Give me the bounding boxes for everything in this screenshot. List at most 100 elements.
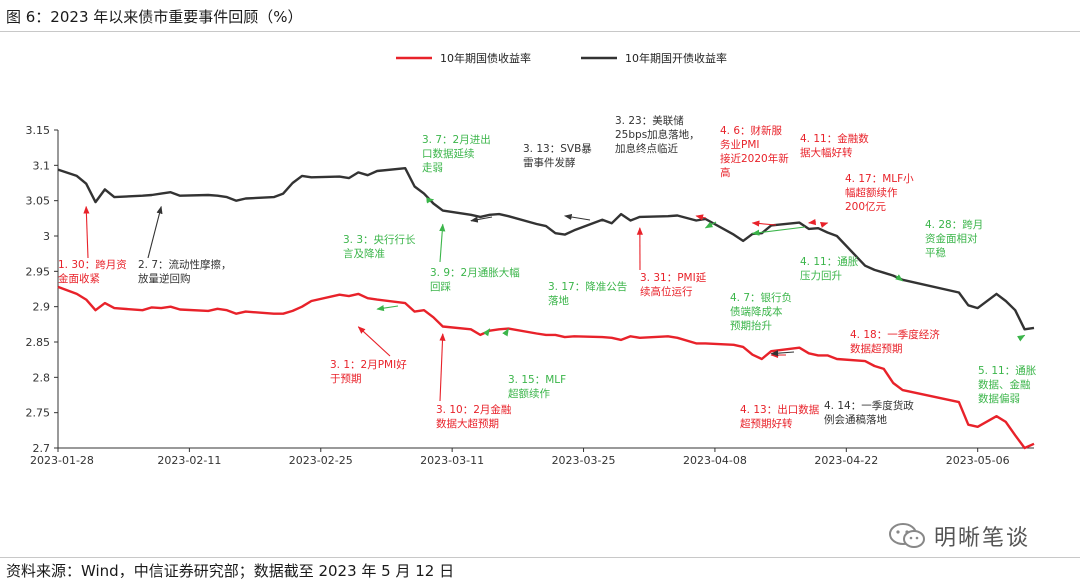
y-tick-label: 3.05 xyxy=(26,195,51,208)
series-line-cdb-10y xyxy=(57,167,1035,331)
x-tick-label: 2023-04-08 xyxy=(683,454,747,467)
annotation-text: 资金面相对 xyxy=(925,232,978,245)
y-tick-label: 2.8 xyxy=(33,371,51,384)
y-tick-label: 3.15 xyxy=(26,124,51,137)
legend-label: 10年期国债收益率 xyxy=(440,51,531,65)
annotation-text: 雷事件发酵 xyxy=(523,156,576,169)
watermark: 明晰笔谈 xyxy=(888,520,1030,552)
y-tick-label: 2.85 xyxy=(26,336,51,349)
annotation-arrow xyxy=(704,221,717,229)
annotation-text: 例会通稿落地 xyxy=(824,413,887,426)
annotation-text: 3. 31：PMI延 xyxy=(640,272,707,284)
wechat-icon xyxy=(889,523,925,548)
annotation-arrow xyxy=(695,214,707,221)
annotation-text: 4. 18：一季度经济 xyxy=(850,328,940,341)
annotation-text: 4. 28：跨月 xyxy=(925,219,983,231)
annotation-text: 数据偏弱 xyxy=(978,392,1020,405)
annotation-text: 金面收紧 xyxy=(58,272,100,285)
annotation-text: 超预期好转 xyxy=(740,417,793,430)
y-tick-label: 2.9 xyxy=(33,301,51,314)
annotation-arrow xyxy=(895,274,904,282)
annotation-text: 平稳 xyxy=(925,246,946,259)
series-layer xyxy=(57,167,1035,450)
annotation-text: 3. 15：MLF xyxy=(508,374,566,386)
annotation-text: 于预期 xyxy=(330,373,362,385)
series-line-treasury-10y xyxy=(57,285,1035,450)
annotation-text: 4. 14：一季度货政 xyxy=(824,399,914,412)
annotation-text: 数据大超预期 xyxy=(436,417,499,430)
annotation-text: 续高位运行 xyxy=(640,285,693,298)
annotation-arrow xyxy=(147,205,163,259)
annotation-text: 25bps加息落地， xyxy=(615,128,700,141)
annotation-text: 务业PMI xyxy=(720,138,760,151)
annotation-arrow xyxy=(357,326,391,357)
annotation-text: 4. 7：银行负 xyxy=(730,291,792,304)
annotation-text: 3. 10：2月金融 xyxy=(436,403,512,416)
annotation-text: 2. 7：流动性摩擦， xyxy=(138,258,232,271)
footer-divider xyxy=(0,557,1080,558)
annotation-text: 4. 11：通胀 xyxy=(800,256,859,268)
x-tick-label: 2023-04-22 xyxy=(814,454,878,467)
annotation-text: 压力回升 xyxy=(800,269,842,282)
watermark-text: 明晰笔谈 xyxy=(934,526,1031,551)
x-tick-label: 2023-03-25 xyxy=(552,454,616,467)
y-tick-label: 3.1 xyxy=(33,159,51,172)
annotation-arrow xyxy=(439,223,446,263)
annotation-arrow xyxy=(1017,334,1026,342)
annotation-text: 3. 1：2月PMI好 xyxy=(330,359,407,371)
annotation-text: 3. 3：央行行长 xyxy=(343,233,416,246)
annotation-text: 超额续作 xyxy=(508,387,550,400)
annotation-text: 幅超额续作 xyxy=(845,186,898,199)
x-tick-label: 2023-01-28 xyxy=(30,454,94,467)
annotation-arrow xyxy=(770,350,795,357)
y-tick-label: 3 xyxy=(43,230,50,243)
annotation-arrow xyxy=(83,205,90,259)
annotation-arrow xyxy=(820,221,829,228)
annotation-text: 数据超预期 xyxy=(850,342,903,355)
annotation-text: 走弱 xyxy=(422,162,443,174)
annotation-text: 口数据延续 xyxy=(422,147,475,160)
y-axis: 2.7 2.75 2.8 2.85 2.9 2.95 3 3.05 3.1 3.15 xyxy=(26,124,59,455)
annotation-1: 2. 7：流动性摩擦，放量逆回购 xyxy=(138,205,232,285)
annotation-text: 回踩 xyxy=(430,281,451,293)
annotation-arrow xyxy=(502,328,509,337)
source-note: 资料来源：Wind，中信证券研究部；数据截至 2023 年 5 月 12 日 xyxy=(6,562,455,580)
annotation-arrow xyxy=(483,328,491,337)
annotation-text: 4. 13：出口数据 xyxy=(740,403,820,416)
legend: 10年期国债收益率 10年期国开债收益率 xyxy=(396,51,727,65)
annotation-text: 据大幅好转 xyxy=(800,146,853,159)
annotation-arrow xyxy=(439,333,446,402)
x-tick-label: 2023-02-11 xyxy=(157,454,221,467)
figure-title: 图 6：2023 年以来债市重要事件回顾（%） xyxy=(6,8,303,26)
annotation-arrow xyxy=(751,226,806,236)
annotation-text: 言及降准 xyxy=(343,247,385,260)
annotation-text: 3. 13：SVB暴 xyxy=(523,143,592,155)
annotation-text: 3. 7：2月进出 xyxy=(422,133,491,146)
annotation-text: 1. 30：跨月资 xyxy=(58,259,127,271)
title-divider xyxy=(0,31,1080,32)
annotation-text: 5. 11：通胀 xyxy=(978,365,1037,377)
annotation-text: 4. 11：金融数 xyxy=(800,132,869,145)
annotation-text: 4. 6：财新服 xyxy=(720,124,783,137)
y-tick-label: 2.7 xyxy=(33,442,51,455)
legend-label: 10年期国开债收益率 xyxy=(625,51,727,65)
